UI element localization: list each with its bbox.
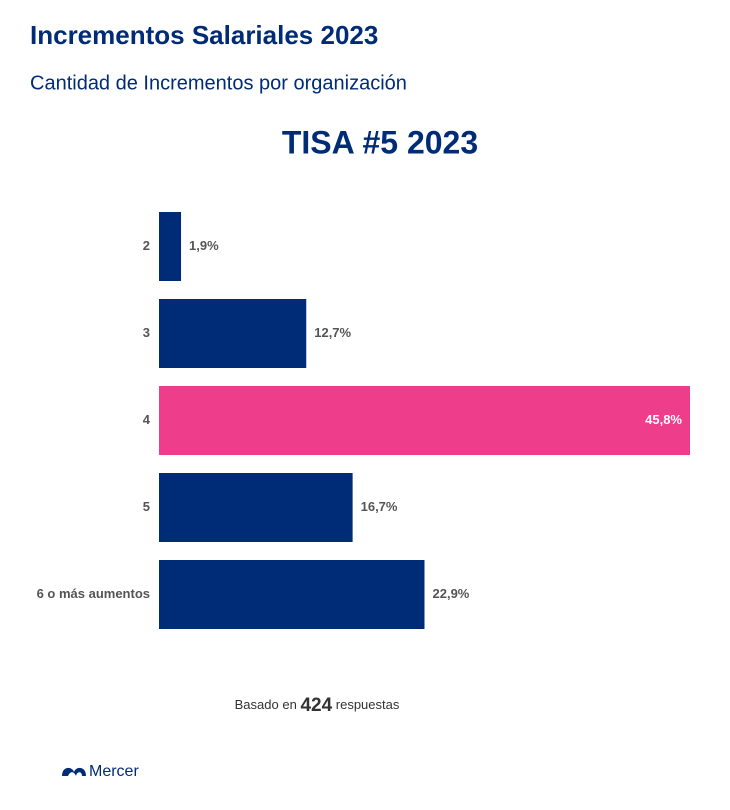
footnote-count: 424 [300, 695, 332, 716]
page-title: Incrementos Salariales 2023 [30, 20, 378, 50]
logo: Mercer [62, 763, 139, 780]
category-label: 6 o más aumentos [37, 586, 150, 601]
brand: Mercer [89, 763, 139, 780]
category-label: 3 [143, 325, 150, 340]
value-label: 12,7% [314, 325, 351, 340]
bar [159, 212, 182, 281]
logo-icon [62, 767, 86, 776]
footnote-prefix: Basado en [235, 697, 297, 712]
bar [159, 299, 307, 368]
category-label: 2 [143, 238, 150, 253]
page-subtitle: Cantidad de Incrementos por organización [30, 72, 407, 94]
bar [159, 473, 353, 542]
value-label: 1,9% [189, 238, 219, 253]
category-label: 4 [143, 412, 151, 427]
value-label: 22,9% [433, 586, 470, 601]
bar [159, 560, 425, 629]
chart-title: TISA #5 2023 [282, 124, 478, 160]
footnote: Basado en 424 respuestas [235, 695, 400, 716]
value-label: 16,7% [361, 499, 398, 514]
bar [159, 386, 690, 455]
value-label: 45,8% [645, 412, 682, 427]
footnote-suffix: respuestas [336, 697, 400, 712]
category-label: 5 [143, 499, 150, 514]
